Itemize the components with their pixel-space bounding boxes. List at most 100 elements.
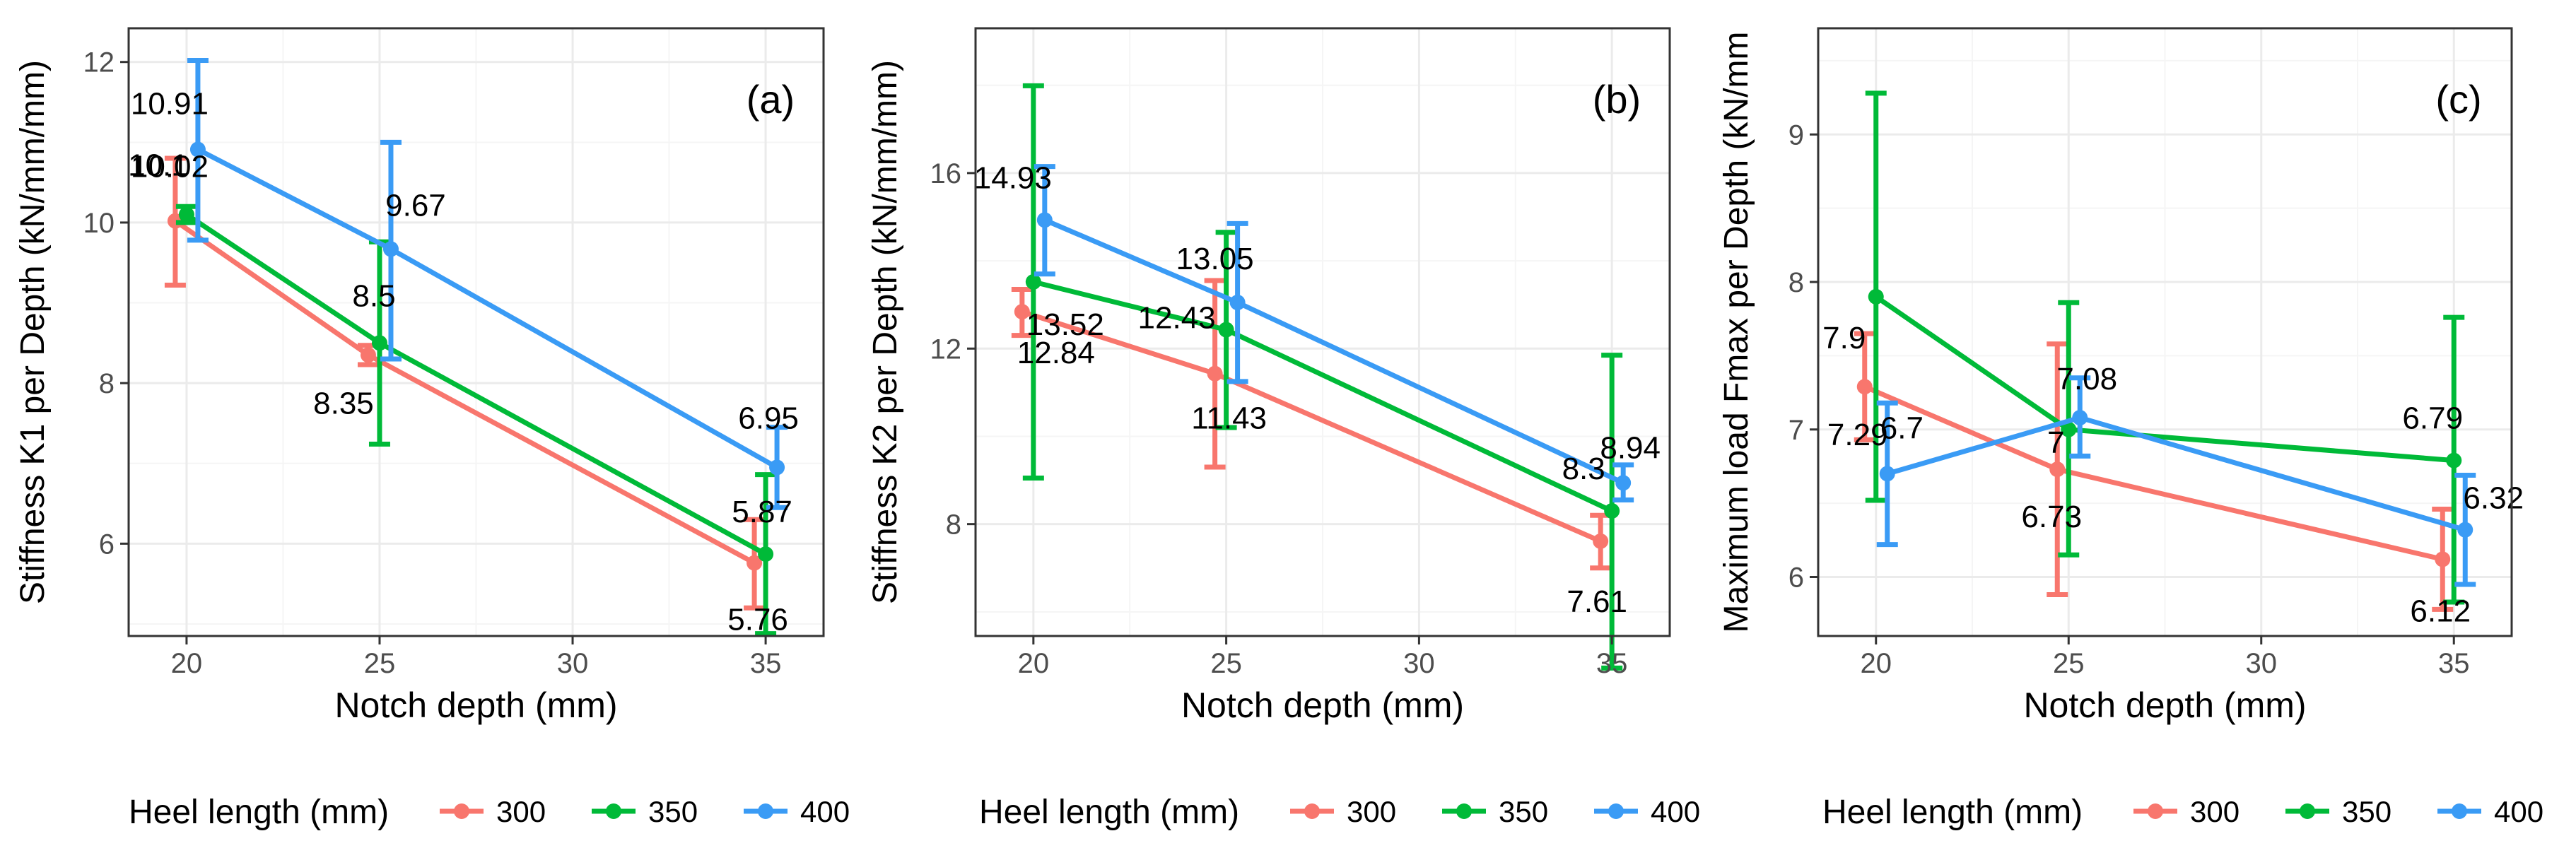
data-label: 5.76 <box>727 603 788 637</box>
x-tick-label: 30 <box>2246 648 2278 679</box>
x-tick-label: 20 <box>1861 648 1892 679</box>
y-tick-label: 8 <box>946 509 961 541</box>
data-point <box>382 241 399 257</box>
y-tick-label: 16 <box>930 158 962 189</box>
data-point <box>769 459 785 476</box>
data-point <box>2049 461 2066 478</box>
series-line-300 <box>1021 309 1602 544</box>
data-point <box>1593 533 1609 549</box>
series-350 <box>1022 83 1623 671</box>
y-tick-label: 10 <box>83 208 115 239</box>
legend: Heel length (mm) 300 350 400 <box>1822 794 2543 831</box>
data-label: 6.7 <box>1880 411 1924 445</box>
legend-title: Heel length (mm) <box>129 794 389 831</box>
legend-key-point-350 <box>1456 803 1472 819</box>
legend-label-400: 400 <box>1651 795 1700 828</box>
series-line-300 <box>1863 384 2444 562</box>
data-label: 10.1 <box>128 148 189 183</box>
x-tick-label: 25 <box>2053 648 2085 679</box>
x-axis-title: Notch depth (mm) <box>1181 685 1464 725</box>
data-point <box>1615 475 1632 491</box>
series-350 <box>175 204 777 637</box>
legend-key-point-300 <box>1304 803 1320 819</box>
legend-label-350: 350 <box>2342 795 2391 828</box>
data-label: 6.32 <box>2463 481 2524 516</box>
y-tick-label: 12 <box>930 334 962 365</box>
y-tick-label: 6 <box>1788 562 1804 594</box>
panel-border <box>127 27 825 637</box>
legend-key-point-300 <box>454 803 469 819</box>
y-tick-label: 7 <box>1788 415 1804 446</box>
y-tick-label: 9 <box>1788 119 1804 151</box>
data-label: 9.67 <box>385 188 446 223</box>
panel-2: 7.29 6.73 6.12 7.9 7 6.79 6.7 7.08 6.32 (c) 20 25 30… <box>1718 27 2543 831</box>
data-label: 8.3 <box>1562 452 1605 486</box>
data-point <box>1604 503 1620 519</box>
data-label: 6.95 <box>738 401 799 435</box>
legend: Heel length (mm) 300 350 400 <box>979 794 1700 831</box>
data-label: 11.43 <box>1191 401 1267 436</box>
data-label: 7.9 <box>1822 321 1866 355</box>
series-400 <box>1034 164 1634 503</box>
data-label: 13.52 <box>1026 307 1104 342</box>
x-axis-title: Notch depth (mm) <box>334 685 617 725</box>
x-tick-label: 35 <box>2438 648 2470 679</box>
series-400 <box>1876 375 2476 587</box>
data-point <box>2446 452 2462 469</box>
data-label: 7 <box>2047 425 2064 460</box>
legend-key-point-400 <box>758 803 773 819</box>
legend-label-400: 400 <box>800 795 850 828</box>
panel-border <box>974 27 1671 637</box>
data-point <box>1025 273 1041 290</box>
x-tick-label: 25 <box>364 648 396 679</box>
data-point <box>1856 379 1873 395</box>
data-point <box>2072 410 2088 426</box>
data-point <box>1218 322 1234 338</box>
x-tick-label: 20 <box>171 648 203 679</box>
data-point <box>2061 421 2077 437</box>
data-label: 6.79 <box>2402 401 2463 436</box>
data-point <box>360 347 376 363</box>
x-tick-label: 35 <box>750 648 782 679</box>
data-point <box>2457 522 2473 538</box>
legend-key-point-400 <box>2452 803 2467 819</box>
legend-label-300: 300 <box>2190 795 2240 828</box>
data-point <box>1229 295 1246 311</box>
legend-label-300: 300 <box>1347 795 1396 828</box>
data-label: 7.61 <box>1567 584 1627 619</box>
data-label: 14.93 <box>974 160 1052 195</box>
data-label: 12.43 <box>1138 301 1216 336</box>
data-point <box>1207 365 1223 382</box>
data-point <box>1868 288 1884 305</box>
y-tick-label: 8 <box>1788 267 1804 298</box>
x-tick-label: 35 <box>1596 648 1628 679</box>
x-axis-title: Notch depth (mm) <box>2023 685 2306 725</box>
data-label: 7.08 <box>2056 362 2117 396</box>
data-point <box>758 546 774 562</box>
legend-key-point-300 <box>2148 803 2163 819</box>
data-point <box>189 141 206 158</box>
data-label: 8.94 <box>1600 430 1661 465</box>
data-label: 7.29 <box>1827 418 1888 452</box>
legend-label-350: 350 <box>648 795 698 828</box>
panel-0: 10.02 8.35 5.76 10.1 8.5 5.87 10.91 9.67 6.95 (a)… <box>14 27 850 831</box>
data-label: 8.5 <box>352 278 395 313</box>
x-tick-label: 30 <box>1403 648 1435 679</box>
legend-key-point-400 <box>1608 803 1624 819</box>
series-300 <box>1854 331 2454 612</box>
legend-label-400: 400 <box>2494 795 2543 828</box>
data-label: 5.87 <box>732 495 792 529</box>
panel-tag: (b) <box>1593 77 1641 122</box>
data-point <box>1879 466 1895 482</box>
x-tick-label: 20 <box>1018 648 1050 679</box>
series-350 <box>1865 90 2465 605</box>
data-point <box>371 335 387 351</box>
y-axis-title: Stiffness K2 per Depth (kN/mm/mm) <box>867 60 904 604</box>
panel-tag: (a) <box>747 77 795 122</box>
data-point <box>747 555 763 571</box>
legend-label-350: 350 <box>1499 795 1548 828</box>
data-point <box>1036 212 1053 228</box>
legend-key-point-350 <box>2300 803 2315 819</box>
data-label: 6.12 <box>2410 594 2471 628</box>
x-tick-label: 25 <box>1210 648 1242 679</box>
